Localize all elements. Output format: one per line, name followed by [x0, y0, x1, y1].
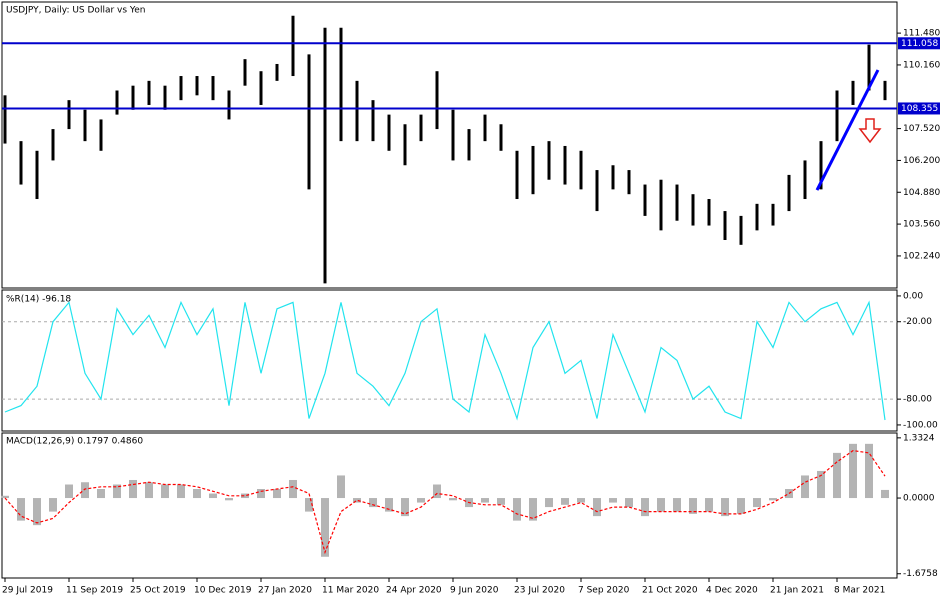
macd-bar	[257, 489, 265, 499]
macd-bar	[321, 498, 329, 557]
macd-bar	[305, 498, 313, 512]
x-tick-label: 21 Oct 2020	[642, 586, 698, 596]
y-tick-label: 0.00	[903, 291, 923, 301]
macd-bar	[145, 482, 153, 499]
macd-bar	[481, 498, 489, 503]
macd-bar	[225, 498, 233, 501]
y-tick-label: -100.00	[903, 420, 938, 430]
x-tick-label: 24 Apr 2020	[386, 586, 442, 596]
y-tick-label: 107.520	[903, 124, 940, 134]
macd-bar	[561, 498, 569, 505]
y-tick-label: 110.160	[903, 60, 940, 70]
y-tick-label: -20.00	[903, 317, 932, 327]
indicator-title: MACD(12,26,9) 0.1797 0.4860	[6, 437, 143, 447]
down-arrow-icon	[858, 118, 882, 144]
macd-bar	[513, 498, 521, 521]
macd-bar	[49, 498, 57, 512]
x-tick-label: 11 Mar 2020	[322, 586, 379, 596]
y-tick-label: -80.00	[903, 395, 932, 405]
macd-bar	[545, 498, 553, 508]
macd-bar	[129, 479, 137, 499]
y-tick-label: 104.880	[903, 188, 940, 198]
chart-title: USDJPY, Daily: US Dollar vs Yen	[6, 6, 145, 16]
macd-bar	[33, 498, 41, 526]
y-tick-label: 111.480	[903, 29, 940, 39]
macd-bar	[209, 493, 217, 499]
macd-bar	[721, 498, 729, 517]
x-tick-label: 29 Jul 2019	[2, 586, 53, 596]
price-panel	[1, 1, 898, 289]
level-label: 111.058	[901, 39, 938, 49]
macd-bar	[193, 489, 201, 499]
x-tick-label: 10 Dec 2019	[194, 586, 252, 596]
y-tick-label: 0.0000	[903, 494, 935, 504]
x-tick-label: 4 Dec 2020	[706, 586, 758, 596]
level-label-box	[898, 102, 940, 115]
y-tick-label: 1.3324	[903, 433, 935, 443]
macd-bar	[529, 498, 537, 521]
macd-bar	[17, 498, 25, 521]
y-tick-label: -1.6758	[903, 569, 938, 579]
macd-bar	[241, 493, 249, 499]
macd-bar	[433, 484, 441, 499]
macd-bar	[1, 495, 9, 499]
macd-bar	[673, 498, 681, 512]
macd-bar	[385, 498, 393, 512]
x-tick-label: 21 Jan 2021	[770, 586, 824, 596]
x-tick-label: 23 Jul 2020	[514, 586, 565, 596]
level-label-box	[898, 37, 940, 50]
macd-bar	[577, 498, 585, 503]
macd-bar	[273, 489, 281, 499]
macd-bar	[593, 498, 601, 517]
x-tick-label: 7 Sep 2020	[578, 586, 630, 596]
macd-bar	[641, 498, 649, 517]
y-tick-label: 103.560	[903, 220, 940, 230]
macd-bar	[161, 484, 169, 499]
x-tick-label: 27 Jan 2020	[258, 586, 312, 596]
x-tick-label: 25 Oct 2019	[130, 586, 186, 596]
macd-bar	[769, 498, 777, 501]
x-tick-label: 9 Jun 2020	[450, 586, 499, 596]
macd-bar	[353, 498, 361, 503]
macd-bar	[625, 498, 633, 508]
macd-bar	[609, 498, 617, 503]
macd-bar	[833, 452, 841, 499]
macd-bar	[737, 498, 745, 514]
macd-bar	[417, 498, 425, 503]
macd-bar	[401, 498, 409, 517]
macd-bar	[113, 484, 121, 499]
macd-bar	[337, 475, 345, 499]
macd-bar	[369, 498, 377, 508]
macd-bar	[801, 475, 809, 499]
wpr-panel	[1, 289, 898, 432]
signal-line	[4, 449, 886, 555]
macd-bar	[97, 489, 105, 499]
macd-bar	[865, 443, 873, 499]
macd-bar	[449, 498, 457, 501]
wpr-line	[4, 300, 886, 421]
y-tick-label: 102.240	[903, 251, 940, 261]
macd-bar	[289, 479, 297, 499]
macd-bar	[65, 484, 73, 499]
macd-bar	[849, 443, 857, 499]
level-label: 108.355	[901, 104, 938, 114]
macd-bar	[881, 489, 889, 499]
macd-bar	[817, 470, 825, 499]
macd-bar	[177, 484, 185, 499]
x-tick-label: 8 Mar 2021	[834, 586, 885, 596]
macd-bar	[705, 498, 713, 512]
macd-bar	[497, 498, 505, 505]
trend-line	[815, 69, 880, 191]
macd-bar	[753, 498, 761, 508]
y-tick-label: 106.200	[903, 156, 940, 166]
macd-panel	[1, 432, 898, 579]
macd-bar	[689, 498, 697, 514]
x-tick-label: 11 Sep 2019	[66, 586, 123, 596]
indicator-title: %R(14) -96.18	[6, 295, 71, 305]
macd-bar	[81, 482, 89, 499]
macd-bar	[657, 498, 665, 512]
